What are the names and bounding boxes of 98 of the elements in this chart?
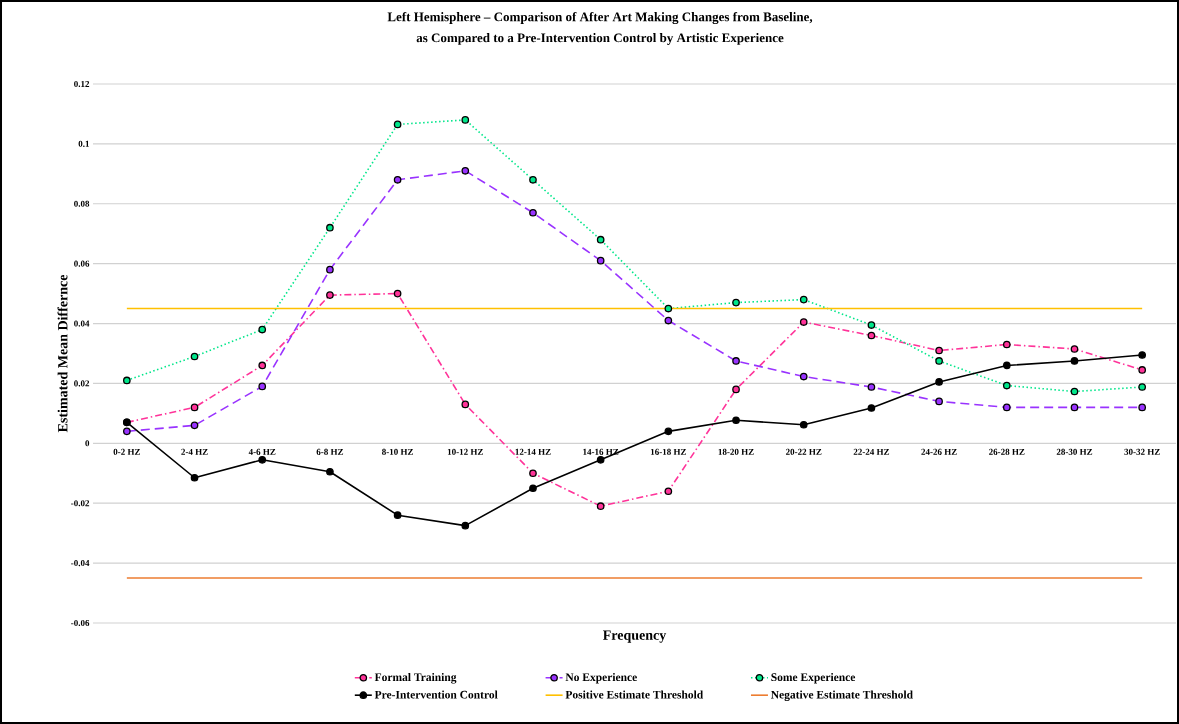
y-tick-label: 0.08 xyxy=(74,200,90,207)
point xyxy=(393,289,402,298)
legend-label: Negative Estimate Threshold xyxy=(770,690,913,701)
point xyxy=(867,321,876,329)
point xyxy=(1070,403,1079,412)
point xyxy=(799,318,808,326)
y-tick-label: -0.02 xyxy=(71,500,90,507)
point xyxy=(461,116,470,124)
point xyxy=(799,420,808,429)
point xyxy=(190,473,199,482)
x-tick-label: 30-32 HZ xyxy=(1124,448,1160,455)
point xyxy=(1138,366,1147,374)
point xyxy=(393,120,402,129)
point xyxy=(258,361,267,370)
x-tick-label: 12-14 HZ xyxy=(515,448,551,455)
point xyxy=(326,265,334,274)
point xyxy=(1002,340,1011,349)
point xyxy=(732,385,740,394)
point xyxy=(326,291,334,299)
x-tick-label: 22-24 HZ xyxy=(853,448,890,455)
point xyxy=(664,316,673,325)
point xyxy=(664,427,673,436)
point xyxy=(529,175,537,184)
legend-label: Formal Training xyxy=(374,672,457,684)
chart-subtitle: as Compared to a Pre-Intervention Control by Artistic Experience xyxy=(416,33,784,45)
y-tick-label: 0.06 xyxy=(74,260,90,267)
point xyxy=(1070,345,1079,353)
point xyxy=(258,382,267,391)
x-tick-label: 10-12 HZ xyxy=(447,448,483,455)
point xyxy=(596,455,605,464)
x-tick-label: 0-2 HZ xyxy=(113,448,141,455)
x-tick-label: 24-26 HZ xyxy=(921,448,957,455)
point xyxy=(190,421,199,430)
x-tick-label: 4-6 HZ xyxy=(248,448,276,455)
point xyxy=(664,304,673,313)
point xyxy=(461,400,470,409)
x-tick-label: 16-18 HZ xyxy=(650,448,687,455)
x-tick-label: 26-28 HZ xyxy=(989,448,1025,455)
x-tick-label: 28-30 HZ xyxy=(1056,448,1093,455)
point xyxy=(326,467,334,476)
point xyxy=(393,175,402,184)
point xyxy=(596,235,605,244)
legend-label: Some Experience xyxy=(771,672,856,684)
point xyxy=(935,346,943,355)
x-tick-label: 14-16 HZ xyxy=(583,448,619,455)
point xyxy=(799,372,808,381)
point xyxy=(596,502,605,511)
y-tick-label: 0.1 xyxy=(78,140,90,147)
point xyxy=(258,455,267,464)
point xyxy=(529,484,537,493)
point xyxy=(190,403,199,412)
x-tick-label: 8-10 HZ xyxy=(382,448,414,455)
x-tick-label: 2-4 HZ xyxy=(181,448,208,455)
point xyxy=(326,223,334,232)
x-tick-label: 20-22 HZ xyxy=(785,448,822,455)
point xyxy=(732,357,740,365)
point xyxy=(393,511,402,520)
point xyxy=(732,298,740,307)
point xyxy=(1138,383,1147,391)
y-tick-label: 0.12 xyxy=(74,80,90,88)
point xyxy=(867,383,876,391)
point xyxy=(1070,387,1079,396)
y-tick-label: -0.04 xyxy=(71,560,90,567)
point xyxy=(732,416,740,425)
point xyxy=(935,357,943,365)
point xyxy=(935,378,943,386)
point xyxy=(123,376,131,385)
point xyxy=(190,352,199,361)
y-tick-label: 0 xyxy=(85,440,90,447)
point xyxy=(664,487,673,496)
point xyxy=(1002,403,1011,412)
point xyxy=(596,256,605,265)
point xyxy=(123,427,131,436)
point xyxy=(529,208,537,217)
y-axis-title: Estimated Mean Differnce xyxy=(57,274,68,433)
point xyxy=(258,325,267,334)
point xyxy=(799,295,808,304)
point xyxy=(935,397,943,406)
point xyxy=(1138,351,1147,359)
y-tick-label: -0.06 xyxy=(71,619,90,627)
point xyxy=(867,331,876,340)
legend-label: Positive Estimate Threshold xyxy=(565,690,704,699)
point xyxy=(529,469,537,478)
x-tick-label: 18-20 HZ xyxy=(718,448,754,455)
x-tick-label: 6-8 HZ xyxy=(316,448,344,455)
point xyxy=(1070,357,1079,365)
x-axis-title: Frequency xyxy=(602,630,667,643)
legend-label: Pre-Intervention Control xyxy=(374,690,498,699)
point xyxy=(461,521,470,530)
point xyxy=(1138,403,1147,412)
y-tick-label: 0.02 xyxy=(74,380,90,387)
chart-title: Left Hemisphere – Comparison of After Art Making Changes from Baseline, xyxy=(387,11,813,25)
legend-label: No Experience xyxy=(565,672,637,684)
point xyxy=(1002,361,1011,370)
point xyxy=(461,166,470,175)
y-tick-label: 0.04 xyxy=(74,320,90,327)
point xyxy=(1002,381,1011,390)
point xyxy=(867,404,876,412)
